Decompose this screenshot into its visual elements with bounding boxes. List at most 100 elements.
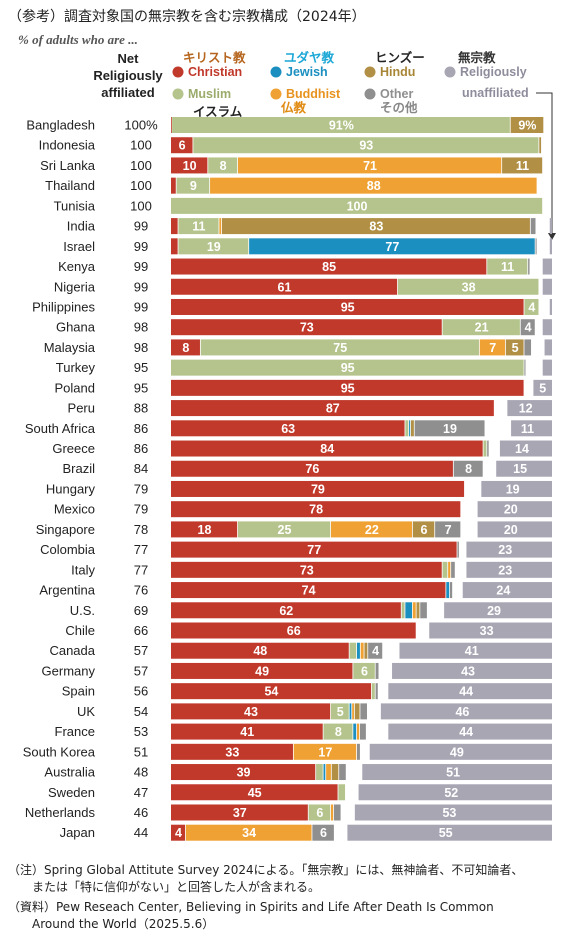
bar-segment-unaffiliated [399,642,552,659]
bar-segment-hindu [416,602,420,619]
bar-value-label: 20 [504,523,518,537]
net-affiliated-header: Net [118,51,140,66]
net-value: 99 [134,299,148,314]
bar-value-label: 95 [341,361,355,375]
bar-segment-christian [171,480,465,497]
bar-segment-hindu [364,642,368,659]
country-label: U.S. [70,603,95,618]
bar-segment-jewish [446,582,450,599]
bar-value-label: 11 [501,260,514,274]
bar-value-label: 8 [182,341,189,355]
bar-segment-christian [171,238,178,255]
bar-segment-muslim [330,703,349,720]
country-label: Peru [68,401,95,416]
bar-segment-other [375,683,378,700]
net-value: 99 [134,279,148,294]
country-label: Mexico [54,502,95,517]
bar-segment-jewish [349,703,352,720]
bar-segment-unaffiliated [444,602,552,619]
bar-segment-unaffiliated [549,238,552,255]
bar-segment-jewish [249,238,535,255]
bar-segment-unaffiliated [549,298,552,315]
legend-swatch-unaffiliated [444,66,456,78]
legend-label-ja-hindu: ヒンズー [375,50,425,65]
bar-value-label: 6 [316,806,323,820]
bar-value-label: 18 [198,523,212,537]
bar-segment-christian [171,157,208,174]
bar-segment-unaffiliated [549,218,552,235]
bar-segment-christian [171,723,323,740]
net-value: 53 [134,724,148,739]
country-label: Spain [62,684,95,699]
bar-value-label: 85 [322,260,336,274]
bar-segment-buddhist [185,824,312,841]
country-label: Italy [71,562,95,577]
bar-segment-other [357,743,360,760]
bar-segment-unaffiliated [388,683,552,700]
bar-value-label: 51 [446,766,460,780]
bar-segment-muslim [308,804,331,821]
bar-value-label: 4 [528,300,535,314]
bar-segment-unaffiliated [477,521,552,538]
legend-swatch-muslim [172,88,184,100]
country-label: Bangladesh [26,118,95,133]
country-label: Indonesia [39,138,96,153]
bar-value-label: 20 [504,503,518,517]
legend-label-jewish: Jewish [286,65,328,79]
bar-value-label: 15 [513,462,527,476]
bar-segment-hindu [221,218,530,235]
bar-value-label: 66 [287,624,301,638]
bar-segment-unaffiliated [392,662,552,679]
bar-value-label: 95 [341,381,355,395]
country-label: Turkey [56,360,96,375]
bar-segment-unaffiliated [380,703,552,720]
country-label: Brazil [62,461,95,476]
net-value: 86 [134,441,148,456]
bar-value-label: 4 [372,644,379,658]
bar-value-label: 93 [359,139,373,153]
legend-label-other: Other [380,87,413,101]
bar-segment-buddhist [237,157,502,174]
bar-value-label: 41 [240,725,254,739]
net-value: 84 [134,461,148,476]
country-label: India [67,219,96,234]
bar-segment-other [375,662,379,679]
legend-label-ja-buddhist: 仏教 [281,100,307,115]
bar-segment-jewish [323,764,326,781]
bar-segment-muslim [405,420,409,437]
bar-segment-christian [171,602,401,619]
bar-value-label: 21 [475,321,489,335]
net-value: 95 [134,380,148,395]
bar-segment-jewish [357,642,360,659]
legend-label-ja-unaffiliated: 無宗教 [458,50,496,65]
bar-value-label: 4 [175,826,182,840]
bar-segment-other [451,561,455,578]
bar-segment-christian [171,743,293,760]
bar-segment-unaffiliated [481,480,552,497]
bar-value-label: 44 [459,685,473,699]
net-value: 69 [134,603,148,618]
bar-value-label: 14 [515,442,529,456]
net-value: 86 [134,421,148,436]
bar-value-label: 22 [365,523,379,537]
net-value: 100 [130,158,152,173]
bar-value-label: 43 [244,705,258,719]
bar-segment-unaffiliated [533,379,552,396]
bar-segment-christian [171,561,442,578]
bar-segment-unaffiliated [496,460,552,477]
bar-value-label: 11 [192,220,205,234]
net-value: 56 [134,684,148,699]
bar-segment-unaffiliated [347,824,552,841]
bar-value-label: 75 [333,341,347,355]
bar-segment-other [528,258,530,275]
bar-value-label: 88 [367,179,381,193]
bar-value-label: 95 [341,300,355,314]
country-label: Tunisia [54,198,96,213]
net-value: 78 [134,522,148,537]
bar-segment-muslim [442,319,520,336]
bar-segment-unaffiliated [466,561,552,578]
bar-segment-unaffiliated [542,258,552,275]
net-value: 95 [134,360,148,375]
bar-segment-christian [171,622,416,639]
